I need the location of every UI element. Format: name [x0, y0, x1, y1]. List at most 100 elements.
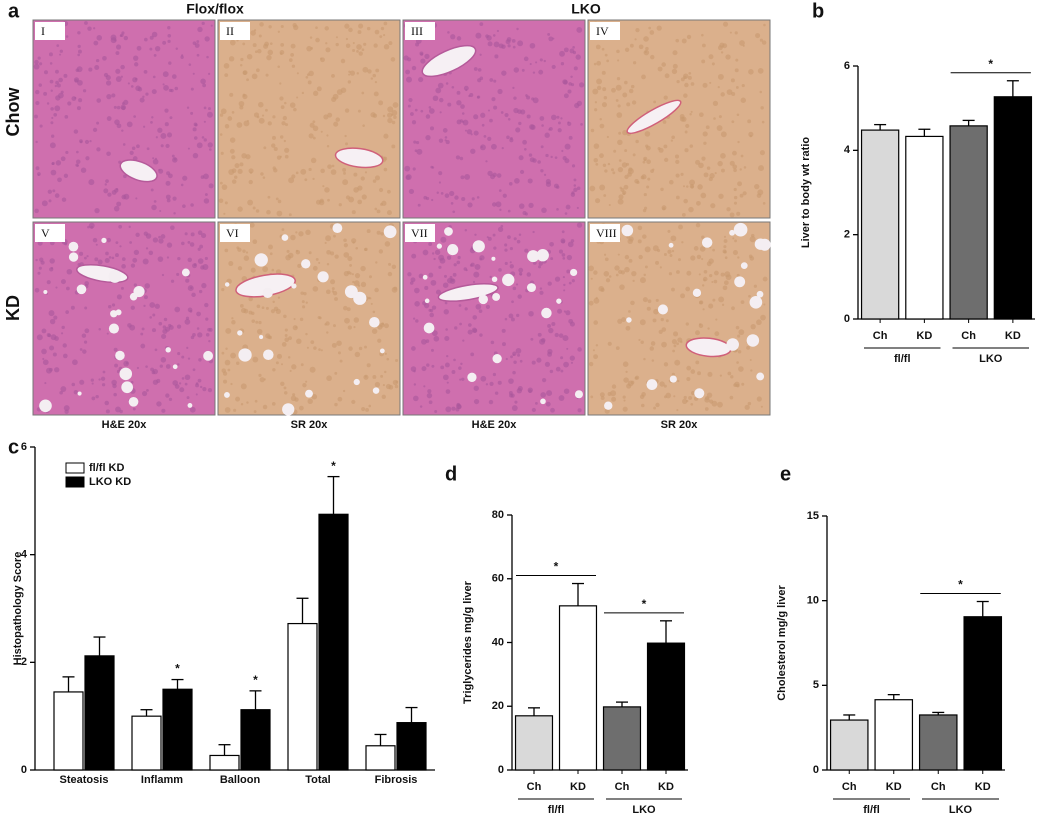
- cell-texture: [72, 359, 78, 366]
- cell-texture: [674, 359, 681, 366]
- cell-texture: [277, 199, 282, 204]
- cell-texture: [375, 68, 380, 73]
- cell-texture: [224, 359, 231, 366]
- cell-texture: [91, 396, 96, 401]
- cell-texture: [357, 199, 363, 205]
- cell-texture: [145, 92, 149, 96]
- cell-texture: [686, 365, 692, 371]
- cell-texture: [683, 395, 687, 400]
- cell-texture: [521, 68, 525, 72]
- cell-texture: [281, 121, 286, 126]
- cell-texture: [354, 351, 361, 358]
- cell-texture: [374, 29, 380, 35]
- cell-texture: [501, 328, 506, 333]
- cell-texture: [571, 164, 576, 168]
- cell-texture: [544, 132, 550, 138]
- cell-texture: [446, 381, 449, 384]
- cell-texture: [134, 77, 138, 81]
- cell-texture: [296, 338, 302, 345]
- cell-texture: [514, 178, 520, 184]
- lipid-droplet: [621, 224, 634, 237]
- cell-texture: [305, 76, 309, 79]
- cell-texture: [309, 122, 315, 128]
- y-axis-label: Liver to body wt ratio: [800, 137, 812, 249]
- cell-texture: [625, 370, 628, 373]
- cell-texture: [203, 138, 207, 142]
- cell-texture: [480, 144, 486, 151]
- cell-texture: [684, 130, 688, 134]
- cell-texture: [327, 198, 330, 202]
- cell-texture: [638, 254, 643, 260]
- cell-texture: [671, 339, 677, 345]
- cell-texture: [760, 314, 766, 321]
- cell-texture: [79, 140, 83, 144]
- y-axis-label: Histopathology Score: [12, 552, 24, 666]
- cell-texture: [237, 247, 242, 252]
- cell-texture: [569, 48, 575, 54]
- cell-texture: [558, 333, 564, 338]
- cell-texture: [485, 304, 491, 309]
- cell-texture: [49, 79, 54, 84]
- cell-texture: [127, 82, 130, 85]
- cell-texture: [680, 172, 684, 176]
- cell-texture: [162, 328, 168, 334]
- lipid-droplet: [570, 268, 578, 276]
- cell-texture: [679, 113, 685, 119]
- cell-texture: [513, 96, 517, 100]
- cell-texture: [520, 109, 526, 115]
- cell-texture: [735, 58, 739, 62]
- cell-texture: [478, 309, 483, 313]
- cell-texture: [628, 236, 634, 242]
- cell-texture: [547, 351, 553, 357]
- cell-texture: [763, 303, 766, 306]
- cell-texture: [720, 272, 725, 277]
- cell-texture: [697, 184, 703, 190]
- cell-texture: [413, 317, 416, 320]
- cell-texture: [84, 306, 88, 310]
- cell-texture: [720, 168, 725, 173]
- y-tick-label: 5: [813, 679, 819, 691]
- cell-texture: [717, 160, 723, 167]
- cell-texture: [617, 59, 620, 62]
- cell-texture: [541, 207, 547, 214]
- cell-texture: [326, 262, 330, 266]
- lipid-droplet: [129, 292, 138, 301]
- cell-texture: [695, 360, 700, 365]
- cell-texture: [410, 112, 414, 116]
- cell-texture: [219, 113, 224, 117]
- cell-texture: [184, 318, 191, 325]
- cell-texture: [571, 191, 575, 195]
- cell-texture: [348, 346, 353, 351]
- cell-texture: [673, 331, 679, 337]
- cell-texture: [479, 22, 484, 26]
- cell-texture: [204, 193, 208, 197]
- cell-texture: [762, 276, 768, 282]
- cell-texture: [739, 168, 742, 171]
- cell-texture: [305, 380, 308, 383]
- stain-label: H&E 20x: [102, 419, 148, 431]
- cell-texture: [43, 91, 48, 96]
- cell-texture: [686, 34, 692, 40]
- cell-texture: [685, 286, 691, 292]
- cell-texture: [639, 394, 645, 400]
- cell-texture: [141, 327, 145, 331]
- lipid-droplet: [701, 237, 713, 248]
- cell-texture: [528, 389, 532, 393]
- cell-texture: [49, 318, 56, 325]
- cell-texture: [750, 369, 753, 372]
- cell-texture: [295, 171, 299, 175]
- cell-texture: [197, 258, 204, 264]
- cell-texture: [676, 270, 680, 274]
- cell-texture: [170, 225, 175, 230]
- cell-texture: [656, 25, 662, 31]
- cell-texture: [243, 255, 250, 261]
- cell-texture: [433, 335, 440, 342]
- cell-texture: [445, 328, 448, 331]
- cell-texture: [342, 167, 347, 172]
- cell-texture: [387, 189, 391, 194]
- cell-texture: [166, 256, 170, 259]
- cell-texture: [131, 146, 136, 151]
- cell-texture: [365, 407, 370, 412]
- cell-texture: [256, 328, 263, 335]
- cell-texture: [254, 399, 258, 403]
